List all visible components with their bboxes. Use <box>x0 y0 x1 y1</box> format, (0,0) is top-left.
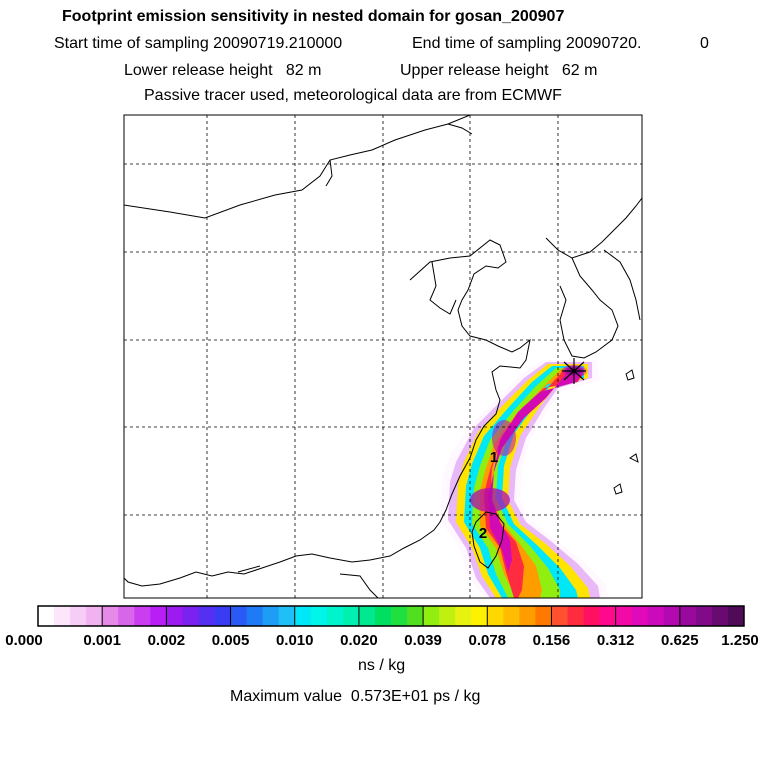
colorbar-cell <box>695 606 713 626</box>
upper-release-label: Upper release height 62 m <box>400 62 598 79</box>
colorbar-units: ns / kg <box>358 657 406 674</box>
end-time-label: End time of sampling 20090720. <box>412 35 642 52</box>
lower-release-label: Lower release height 82 m <box>124 62 322 79</box>
colorbar-cell <box>487 606 504 626</box>
colorbar-cell <box>54 606 71 626</box>
colorbar-cell <box>150 606 167 626</box>
colorbar-cell <box>166 606 183 626</box>
colorbar-cell <box>631 606 649 626</box>
colorbar-tick-label: 0.002 <box>147 632 186 649</box>
colorbar-cell <box>599 606 617 626</box>
colorbar-cell <box>102 606 119 626</box>
colorbar-tick-label: 0.156 <box>532 632 571 649</box>
colorbar-cell <box>439 606 456 626</box>
colorbar-cell <box>647 606 665 626</box>
colorbar-tick-label: 0.078 <box>468 632 507 649</box>
graticule <box>124 115 642 598</box>
colorbar-tick-label: 0.312 <box>596 632 635 649</box>
map-frame <box>123 114 643 599</box>
colorbar-tick-label: 0.001 <box>83 632 121 649</box>
start-time-label: Start time of sampling 20090719.210000 <box>54 35 343 52</box>
colorbar-cell <box>342 606 360 626</box>
end-time-suffix: 0 <box>700 35 709 52</box>
colorbar-cell <box>294 606 312 626</box>
plot-title: Footprint emission sensitivity in nested… <box>62 8 565 25</box>
colorbar-cell <box>551 606 568 626</box>
colorbar-cell <box>471 606 488 626</box>
plume-label-2: 2 <box>479 525 487 542</box>
colorbar-tick-label: 0.625 <box>661 632 699 649</box>
colorbar-tick-label: 0.020 <box>340 632 378 649</box>
colorbar-cell <box>391 606 408 626</box>
colorbar-cell <box>70 606 87 626</box>
colorbar-tick-label: 0.005 <box>211 632 250 649</box>
colorbar-cell <box>407 606 424 626</box>
colorbar-cell <box>679 606 697 626</box>
colorbar-cell <box>134 606 151 626</box>
coastlines <box>124 115 642 598</box>
colorbar-tick-label: 0.010 <box>275 632 314 649</box>
colorbar-tick-label: 0.039 <box>404 632 442 649</box>
colorbar-cell <box>727 606 745 626</box>
colorbar-cell <box>358 606 376 626</box>
colorbar-tick-label: 1.250 <box>721 632 759 649</box>
colorbar-cell <box>583 606 600 626</box>
colorbar-cell <box>182 606 199 626</box>
colorbar-cell <box>262 606 280 626</box>
colorbar-cell <box>615 606 633 626</box>
colorbar-cell <box>567 606 584 626</box>
colorbar-cell <box>423 606 440 626</box>
colorbar-tick-label: 0.000 <box>5 632 43 649</box>
colorbar-cell <box>519 606 536 626</box>
colorbar-cell <box>198 606 215 626</box>
colorbar-cell <box>535 606 552 626</box>
colorbar-cell <box>118 606 135 626</box>
maximum-value-label: Maximum value 0.573E+01 ps / kg <box>230 688 481 705</box>
colorbar-cell <box>310 606 328 626</box>
colorbar-cell <box>326 606 344 626</box>
footprint-plume <box>440 360 608 598</box>
colorbar-cell <box>38 606 55 626</box>
colorbar-cell <box>214 606 231 626</box>
colorbar-cell <box>503 606 520 626</box>
release-site-star-icon <box>562 358 586 384</box>
colorbar-cell <box>278 606 296 626</box>
colorbar-cell <box>663 606 681 626</box>
colorbar-cell <box>711 606 729 626</box>
plume-label-1: 1 <box>490 449 498 466</box>
colorbar-cell <box>86 606 103 626</box>
colorbar-cell <box>455 606 472 626</box>
colorbar-cell <box>374 606 392 626</box>
colorbar-cell <box>230 606 247 626</box>
colorbar-cell <box>246 606 264 626</box>
tracer-info-label: Passive tracer used, meteorological data… <box>144 87 562 104</box>
